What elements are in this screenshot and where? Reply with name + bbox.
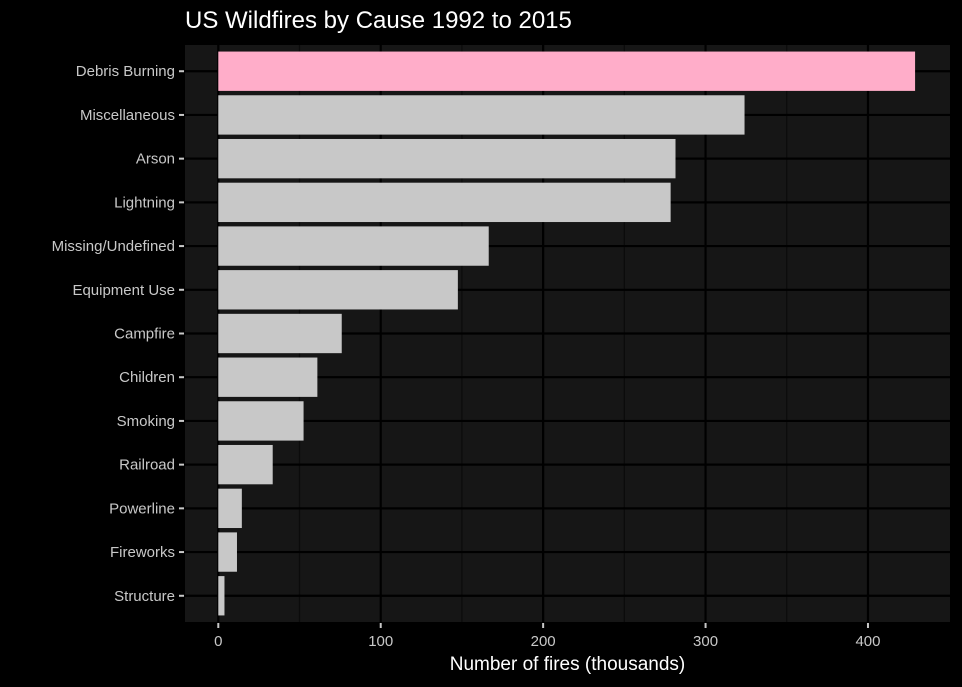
y-tick-label: Campfire [114, 326, 175, 343]
y-tick-label: Debris Burning [76, 63, 175, 80]
bar [218, 138, 676, 179]
bar [218, 401, 304, 441]
x-tick-label: 100 [368, 633, 393, 650]
y-tick-label: Lightning [114, 194, 175, 211]
bar [218, 357, 318, 397]
x-tick-label: 400 [855, 633, 880, 650]
bar [218, 313, 342, 354]
bar [218, 95, 745, 135]
x-tick-label: 300 [693, 633, 718, 650]
bar [218, 576, 225, 616]
bar [218, 488, 242, 529]
y-tick-label: Equipment Use [72, 282, 175, 299]
bar [218, 532, 237, 572]
bar [218, 226, 489, 266]
y-tick-label: Arson [136, 151, 175, 168]
x-axis-title: Number of fires (thousands) [450, 654, 686, 675]
bar [218, 182, 671, 223]
bar [218, 444, 273, 485]
y-tick-label: Fireworks [110, 544, 175, 561]
y-tick-label: Smoking [117, 413, 175, 430]
x-axis: 0 100 200 300 400 [214, 623, 880, 650]
y-tick-label: Powerline [109, 500, 175, 517]
x-tick-label: 0 [214, 633, 222, 650]
x-tick-label: 200 [531, 633, 556, 650]
y-tick-label: Railroad [119, 457, 175, 474]
bar [218, 51, 916, 91]
y-tick-label: Missing/Undefined [52, 238, 175, 255]
y-tick-label: Structure [114, 588, 175, 605]
y-tick-label: Children [119, 369, 175, 386]
y-tick-label: Miscellaneous [80, 107, 175, 124]
bars [218, 51, 916, 616]
bar [218, 270, 458, 310]
y-axis: Debris Burning Miscellaneous Arson Lightnin… [52, 63, 184, 605]
chart-title: US Wildfires by Cause 1992 to 2015 [185, 7, 572, 34]
